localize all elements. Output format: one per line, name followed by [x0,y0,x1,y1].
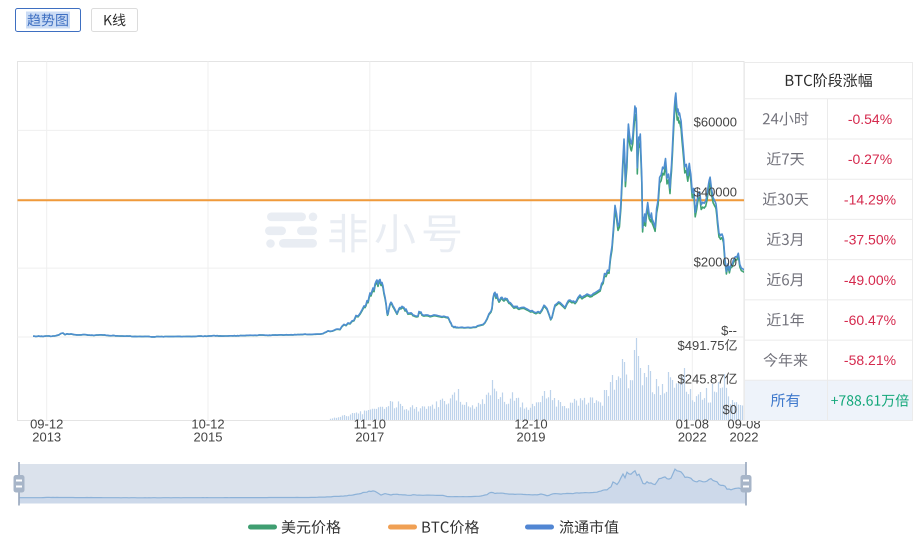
svg-text:2015: 2015 [194,430,223,445]
svg-text:2017: 2017 [355,430,384,445]
svg-text:12-10: 12-10 [514,417,547,432]
svg-text:-14.29%: -14.29% [844,191,896,207]
svg-text:-60.47%: -60.47% [844,312,896,328]
svg-text:11-10: 11-10 [354,417,386,432]
svg-text:-0.27%: -0.27% [848,151,892,167]
svg-text:-58.21%: -58.21% [844,352,896,368]
svg-text:09-12: 09-12 [30,417,63,432]
svg-text:2022: 2022 [678,430,707,445]
svg-text:01-08: 01-08 [676,417,709,432]
svg-text:2013: 2013 [32,430,61,445]
svg-text:$491.75: $491.75 [678,338,725,353]
svg-text:$40000: $40000 [694,185,737,200]
svg-text:10-12: 10-12 [191,417,224,432]
svg-text:2019: 2019 [517,430,546,445]
svg-text:2022: 2022 [730,430,759,445]
svg-text:-0.54%: -0.54% [848,111,892,127]
svg-text:$20000: $20000 [694,255,737,270]
svg-text:$60000: $60000 [694,115,737,130]
svg-text:-37.50%: -37.50% [844,232,896,248]
svg-text:$--: $-- [721,323,737,338]
svg-text:$245.87: $245.87 [678,371,725,386]
svg-text:$0: $0 [723,402,737,417]
svg-text:-49.00%: -49.00% [844,272,896,288]
